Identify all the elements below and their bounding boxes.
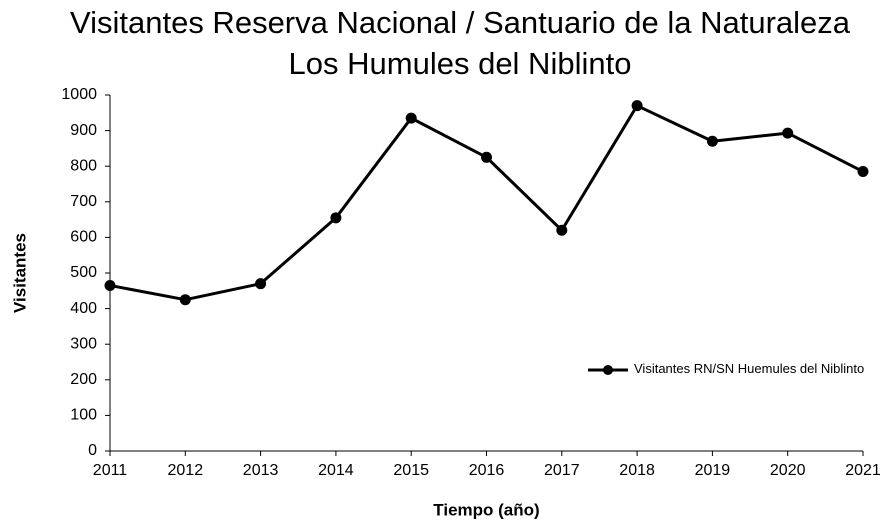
y-tick-label: 800 bbox=[70, 157, 97, 174]
y-tick-label: 600 bbox=[70, 229, 97, 246]
y-tick-label: 100 bbox=[70, 407, 97, 424]
y-tick-label: 0 bbox=[88, 442, 97, 459]
chart-title: Visitantes Reserva Nacional / Santuario … bbox=[69, 5, 851, 81]
x-tick-label: 2018 bbox=[619, 462, 655, 479]
y-tick-label: 400 bbox=[70, 300, 97, 317]
x-tick-label: 2011 bbox=[93, 462, 128, 479]
x-tick-label: 2016 bbox=[469, 462, 505, 479]
legend-label: Visitantes RN/SN Huemules del Niblinto bbox=[634, 361, 865, 376]
data-point bbox=[706, 135, 718, 147]
x-tick-label: 2013 bbox=[243, 462, 279, 479]
y-tick-label: 500 bbox=[70, 264, 97, 281]
x-tick-label: 2020 bbox=[770, 462, 806, 479]
x-tick-label: 2021 bbox=[845, 462, 881, 479]
series-line bbox=[109, 104, 864, 302]
y-tick-label: 200 bbox=[70, 371, 97, 388]
x-tick-label: 2015 bbox=[393, 462, 429, 479]
data-point bbox=[179, 294, 191, 306]
data-point bbox=[481, 151, 492, 163]
data-point bbox=[631, 100, 643, 112]
data-point bbox=[104, 279, 116, 291]
data-point bbox=[857, 166, 869, 178]
x-tick-label: 2014 bbox=[318, 462, 354, 479]
y-tick-label: 1000 bbox=[61, 86, 97, 103]
data-point bbox=[782, 127, 794, 139]
x-tick-label: 2019 bbox=[695, 462, 731, 479]
y-tick-label: 900 bbox=[70, 122, 97, 139]
y-tick-label: 700 bbox=[70, 193, 97, 210]
x-axis-label: Tiempo (año) bbox=[433, 500, 539, 519]
y-axis-label: Visitantes bbox=[10, 233, 29, 313]
y-tick-label: 300 bbox=[70, 335, 97, 352]
x-tick-label: 2017 bbox=[544, 462, 580, 479]
x-tick-label: 2012 bbox=[168, 462, 204, 479]
data-point bbox=[556, 224, 568, 236]
data-point bbox=[255, 278, 267, 290]
data-point bbox=[405, 112, 417, 124]
legend-marker bbox=[603, 365, 613, 375]
data-point bbox=[330, 212, 342, 224]
